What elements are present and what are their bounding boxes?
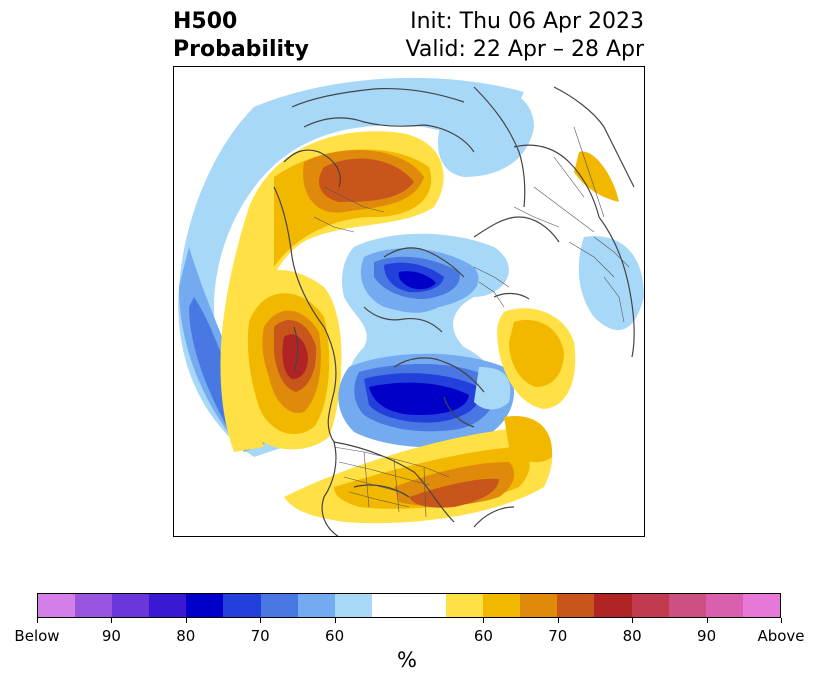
above-75-south xyxy=(409,478,499,508)
colorbar-tick-mark xyxy=(557,618,559,623)
colorbar-swatch xyxy=(557,594,595,617)
colorbar-swatch xyxy=(75,594,113,617)
title-line-2: Probability xyxy=(173,37,309,62)
below-60-east xyxy=(578,236,644,331)
colorbar-tick-label: 90 xyxy=(101,627,121,645)
init-date: Init: Thu 06 Apr 2023 xyxy=(410,9,644,34)
colorbar-tick-label: 60 xyxy=(325,627,345,645)
colorbar-swatch xyxy=(186,594,224,617)
colorbar-swatch xyxy=(297,594,335,617)
probability-map xyxy=(173,66,645,537)
colorbar-label: % xyxy=(397,648,417,672)
colorbar-tick-mark xyxy=(185,618,187,623)
colorbar-swatch xyxy=(408,594,447,617)
colorbar-swatch xyxy=(520,594,558,617)
colorbar-tick-mark xyxy=(483,618,485,623)
below-60-north-band xyxy=(178,77,525,458)
above-75-siberia xyxy=(319,158,414,202)
colorbar-swatch xyxy=(334,594,372,617)
colorbar-tick-mark xyxy=(781,618,782,623)
coastlines xyxy=(273,86,635,536)
above-60-southeast xyxy=(504,416,553,463)
colorbar-swatch xyxy=(446,594,484,617)
colorbar-tick-label: 70 xyxy=(250,627,270,645)
colorbar-tick-mark xyxy=(37,618,38,623)
colorbar-tick-mark xyxy=(260,618,262,623)
colorbar-tick-mark xyxy=(632,618,634,623)
colorbar-tick-label: 60 xyxy=(473,627,493,645)
above-80-pacific xyxy=(282,334,308,380)
valid-range: Valid: 22 Apr – 28 Apr xyxy=(405,37,645,62)
colorbar-swatch xyxy=(631,594,669,617)
below-60-greenland xyxy=(474,367,511,410)
below-80-namerica xyxy=(369,382,469,415)
colorbar xyxy=(37,593,781,618)
colorbar-swatch xyxy=(260,594,298,617)
title-line-1: H500 xyxy=(173,9,238,34)
colorbar-tick-label: 70 xyxy=(548,627,568,645)
colorbar-tick-mark xyxy=(706,618,708,623)
below-80-arctic xyxy=(398,271,436,290)
colorbar-tick-label: 80 xyxy=(176,627,196,645)
borders xyxy=(313,126,630,518)
colorbar-tick-mark xyxy=(334,618,336,623)
colorbar-tick-label: Below xyxy=(14,627,60,645)
above-65-atlantic xyxy=(509,319,564,387)
colorbar-swatch xyxy=(371,594,409,617)
above-60-europe xyxy=(574,151,619,202)
colorbar-swatch xyxy=(594,594,632,617)
map-svg xyxy=(174,67,644,536)
colorbar-tick-label: 90 xyxy=(697,627,717,645)
colorbar-tick-label: 80 xyxy=(622,627,642,645)
colorbar-swatch xyxy=(483,594,521,617)
colorbar-swatch xyxy=(223,594,261,617)
colorbar-tick-mark xyxy=(111,618,113,623)
colorbar-swatch xyxy=(112,594,150,617)
map-title: H500 Probability xyxy=(173,8,309,64)
colorbar-swatch xyxy=(38,594,76,617)
colorbar-swatch xyxy=(742,594,780,617)
colorbar-swatch xyxy=(149,594,187,617)
colorbar-swatch xyxy=(668,594,706,617)
colorbar-tick-label: Above xyxy=(757,627,805,645)
colorbar-swatch xyxy=(705,594,743,617)
forecast-dates: Init: Thu 06 Apr 2023 Valid: 22 Apr – 28… xyxy=(406,8,645,64)
below-60-asia xyxy=(437,86,534,177)
